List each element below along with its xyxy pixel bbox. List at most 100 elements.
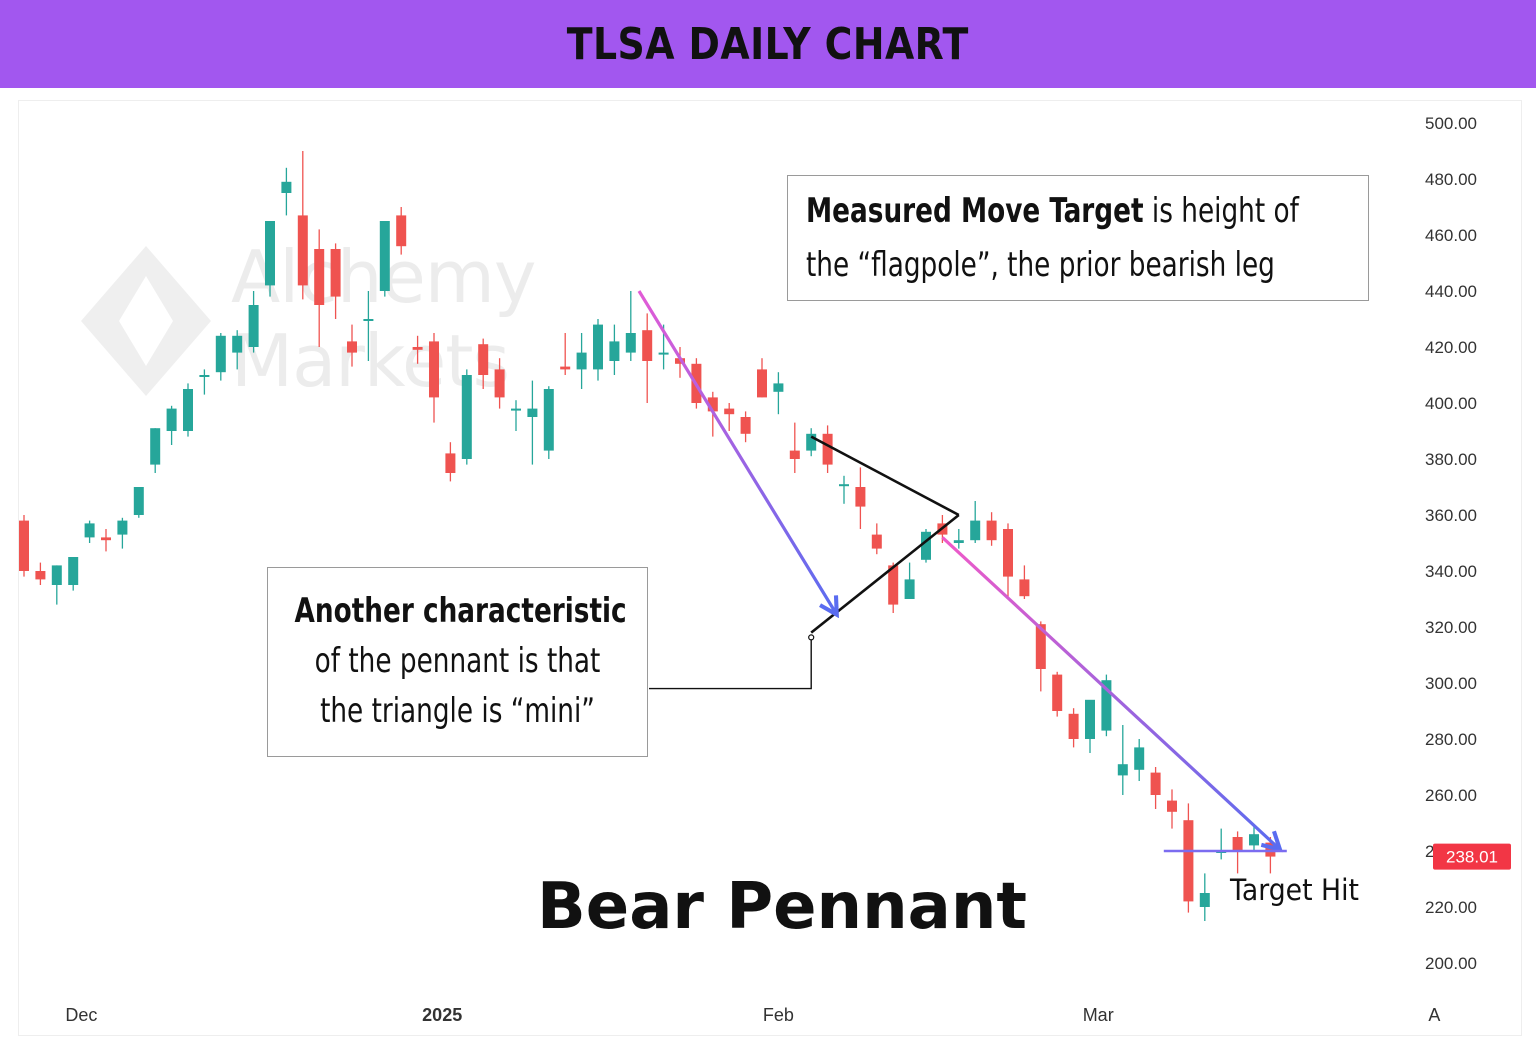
bullish-candle xyxy=(593,324,603,370)
y-tick-label: 340.00 xyxy=(1425,562,1477,581)
bullish-candle xyxy=(1134,747,1145,770)
x-tick-label: A xyxy=(1428,1005,1440,1025)
chart-title: TLSA DAILY CHART xyxy=(566,18,970,70)
bullish-candle xyxy=(117,520,128,535)
bullish-candle xyxy=(1085,699,1095,739)
bearish-candle xyxy=(1068,713,1079,739)
y-tick-label: 260.00 xyxy=(1425,786,1477,805)
y-tick-label: 440.00 xyxy=(1425,282,1477,301)
bearish-candle xyxy=(986,520,997,541)
bearish-candle xyxy=(445,453,456,473)
pennant-lower-line xyxy=(810,513,960,634)
bearish-candle xyxy=(707,397,718,412)
target-hit-label: Target Hit xyxy=(1230,873,1359,907)
bullish-candle xyxy=(921,531,931,560)
characteristic-callout: Another characteristic of the pennant is… xyxy=(267,567,648,757)
bearish-candle xyxy=(314,249,325,305)
bullish-candle xyxy=(183,389,193,431)
x-tick-label: Feb xyxy=(763,1005,794,1025)
measured-move-rest: is height of xyxy=(1143,191,1299,231)
measured-move-callout: Measured Move Target is height of the “f… xyxy=(787,175,1369,301)
bearish-candle xyxy=(347,341,357,353)
y-tick-label: 420.00 xyxy=(1425,338,1477,357)
bullish-candle xyxy=(281,181,292,193)
bullish-candle xyxy=(68,557,79,585)
y-tick-label: 400.00 xyxy=(1425,394,1477,413)
bullish-candle xyxy=(461,375,472,459)
bullish-candle xyxy=(970,520,981,541)
bullish-candle xyxy=(839,484,849,487)
bullish-candle xyxy=(1249,834,1259,846)
pennant-upper-line xyxy=(810,435,960,517)
measured-move-line2: the “flagpole”, the prior bearish leg xyxy=(806,245,1275,285)
y-tick-label: 300.00 xyxy=(1425,674,1477,693)
candlestick-chart: 500.00 480.00 460.00 440.00 420.00 400.00 380.… xyxy=(19,114,1511,1025)
bearish-candle xyxy=(478,344,489,375)
bearish-candle xyxy=(724,408,735,415)
bullish-candle xyxy=(625,333,636,353)
bearish-candle xyxy=(789,450,800,459)
bullish-candle xyxy=(511,408,521,411)
bearish-candle xyxy=(35,571,46,580)
bullish-candle xyxy=(215,335,226,373)
bearish-candle xyxy=(888,565,899,605)
bearish-candle xyxy=(822,433,833,465)
bearish-candle xyxy=(19,520,29,571)
bearish-candle xyxy=(757,369,767,398)
bearish-candle xyxy=(297,215,308,286)
bullish-candle xyxy=(166,408,177,431)
bearish-candle xyxy=(396,215,407,247)
bearish-candle xyxy=(1232,837,1243,851)
bullish-candle xyxy=(576,352,587,370)
bullish-candle xyxy=(150,428,161,465)
bearish-candle xyxy=(1035,624,1046,669)
callout-leader-line xyxy=(649,639,812,690)
y-tick-label: 480.00 xyxy=(1425,170,1477,189)
bullish-candle xyxy=(199,375,210,377)
measured-move-bold: Measured Move Target xyxy=(806,191,1144,231)
y-tick-label: 200.00 xyxy=(1425,954,1477,973)
bearish-candle xyxy=(740,417,751,434)
bearish-candle xyxy=(101,537,111,541)
bearish-candle xyxy=(429,341,439,398)
y-tick-label: 460.00 xyxy=(1425,226,1477,245)
bearish-candle xyxy=(1150,772,1161,795)
bearish-candle xyxy=(494,369,505,398)
bullish-candle xyxy=(904,579,915,599)
x-tick-label: Mar xyxy=(1083,1005,1114,1025)
x-tick-label: 2025 xyxy=(422,1005,462,1025)
bullish-candle xyxy=(953,540,964,543)
bearish-candle xyxy=(330,249,341,297)
bearish-candle xyxy=(855,487,866,507)
bearish-candle xyxy=(642,330,653,361)
y-tick-label: 280.00 xyxy=(1425,730,1477,749)
bullish-candle xyxy=(1101,680,1112,731)
price-badge xyxy=(1433,843,1511,870)
bullish-candle xyxy=(609,341,620,361)
bullish-candle xyxy=(51,565,62,585)
bearish-candle xyxy=(412,347,423,350)
bullish-candle xyxy=(806,433,817,451)
bullish-candle xyxy=(363,319,374,321)
bullish-candle xyxy=(543,389,554,451)
chart-header: TLSA DAILY CHART xyxy=(0,0,1536,88)
bearish-candle xyxy=(1019,579,1030,597)
bearish-candle xyxy=(1183,820,1194,902)
bullish-candle xyxy=(527,408,538,417)
characteristic-line1: Another characteristic xyxy=(294,591,627,631)
bearish-candle xyxy=(1167,800,1177,812)
y-tick-label: 500.00 xyxy=(1425,114,1477,133)
characteristic-line3: the triangle is “mini” xyxy=(320,691,595,731)
bullish-candle xyxy=(133,487,144,515)
flagpole-arrow xyxy=(637,290,836,613)
bullish-candle xyxy=(1117,764,1128,776)
x-tick-label: Dec xyxy=(65,1005,97,1025)
bullish-candle xyxy=(265,221,275,286)
bullish-candle xyxy=(84,523,95,538)
bullish-candle xyxy=(232,335,243,353)
y-tick-label: 360.00 xyxy=(1425,506,1477,525)
leader-anchor xyxy=(808,634,815,641)
y-tick-label: 220.00 xyxy=(1425,898,1477,917)
bullish-candle xyxy=(248,305,259,347)
characteristic-line2: of the pennant is that xyxy=(314,641,601,681)
